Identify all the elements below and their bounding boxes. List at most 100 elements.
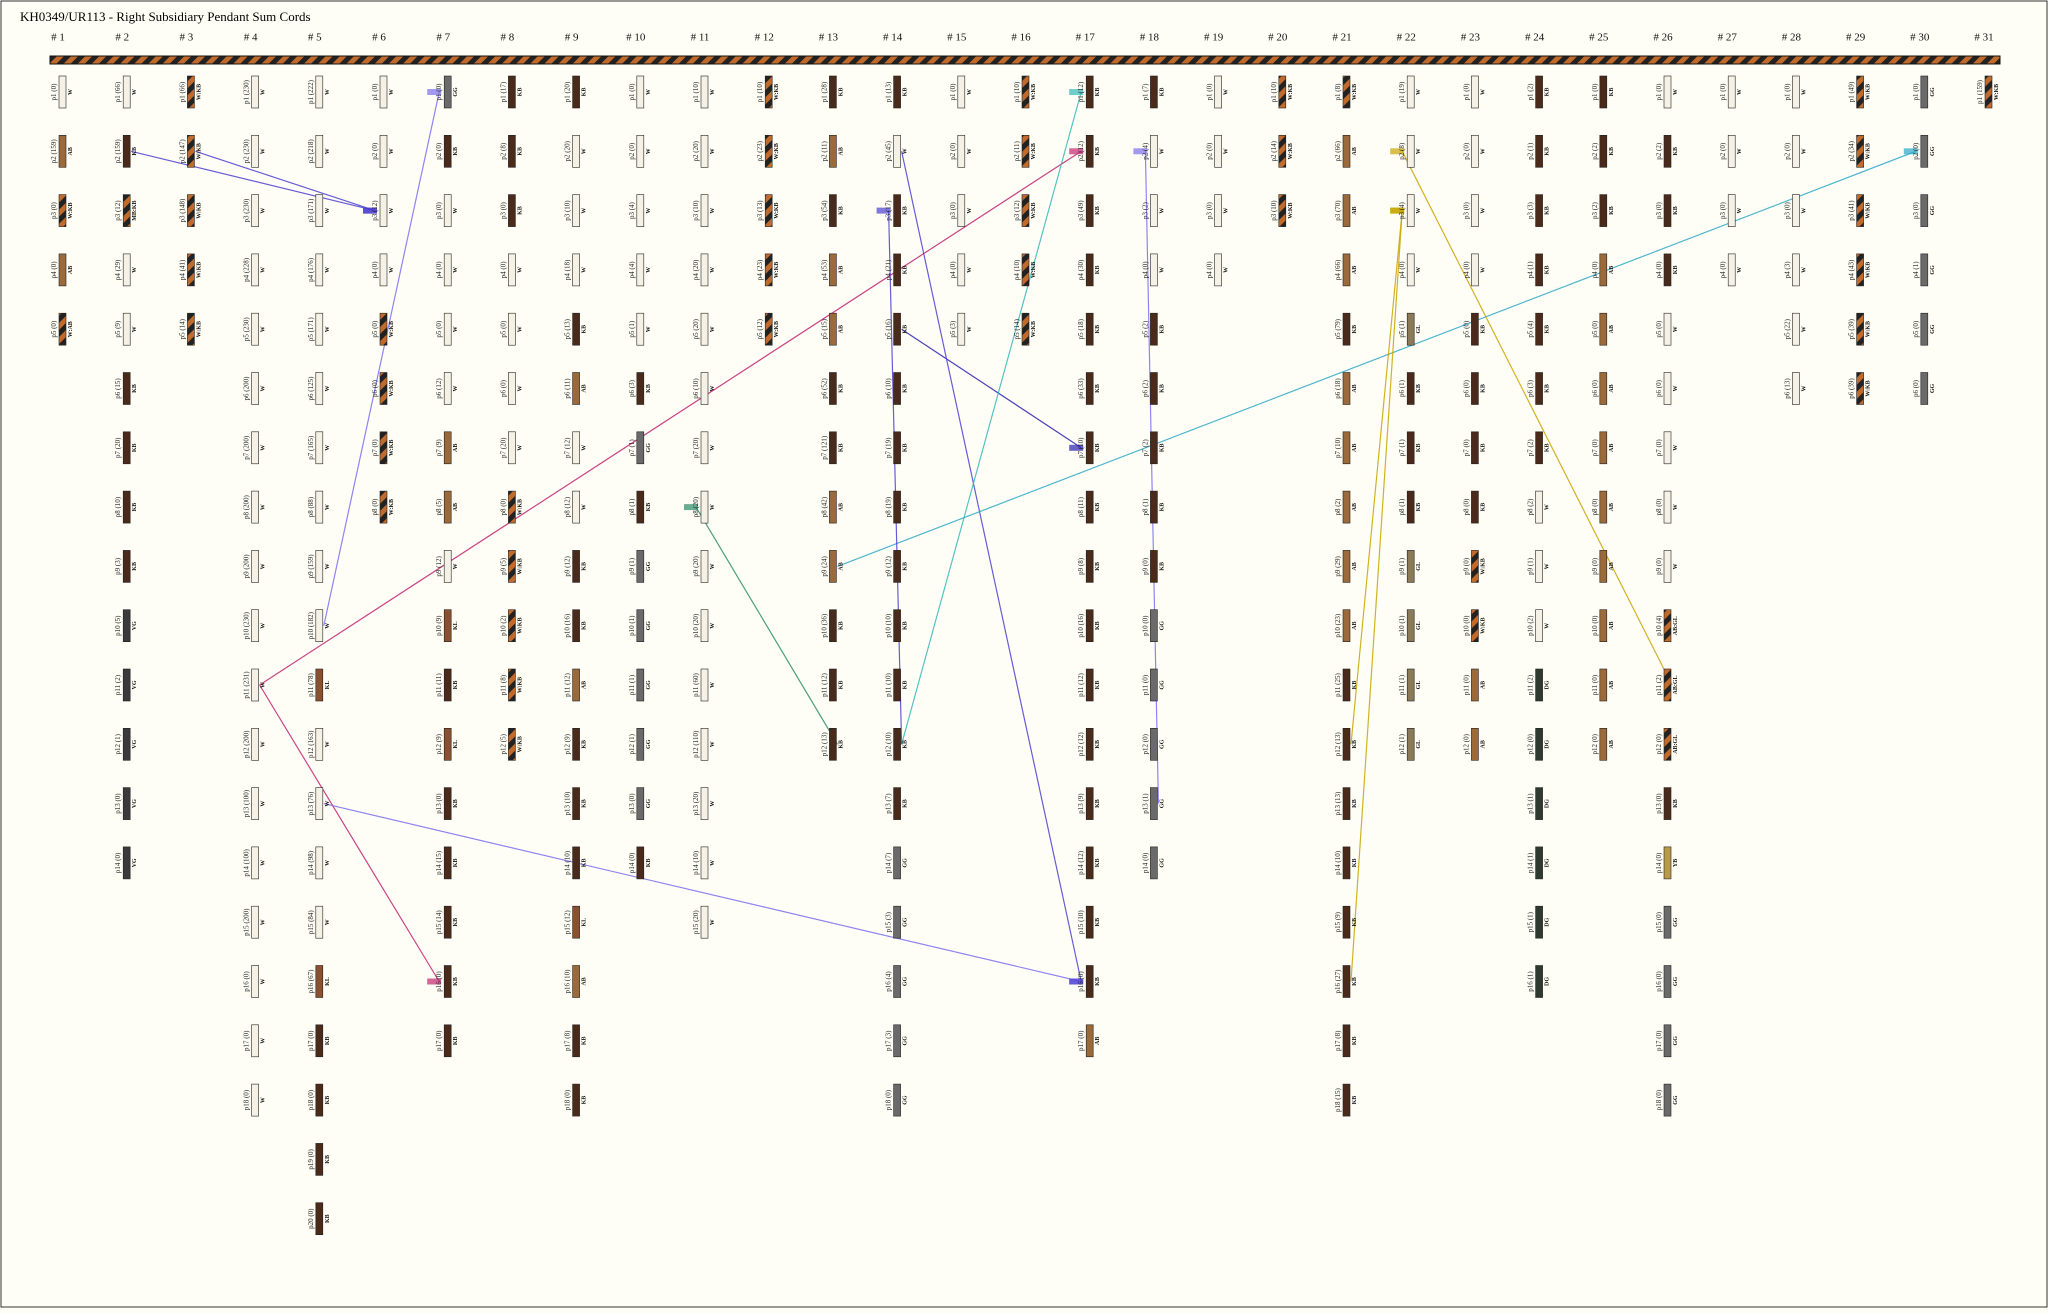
cord-label: p11 (0) xyxy=(1462,674,1470,695)
cord-color: KB xyxy=(132,147,138,156)
cord-label: p3 (17) xyxy=(885,200,893,221)
cord-label: p3 (41) xyxy=(1848,200,1856,221)
cord xyxy=(700,253,709,287)
group-label: # 18 xyxy=(1140,32,1160,44)
cord xyxy=(1342,253,1351,287)
cord xyxy=(572,550,580,583)
cord xyxy=(893,253,901,287)
cord-label: p6 (3) xyxy=(1527,379,1535,397)
cord-color: GG xyxy=(903,858,909,868)
cord-label: p8 (200) xyxy=(243,494,251,519)
cord xyxy=(829,727,837,761)
cord xyxy=(764,253,773,287)
cord-color: W xyxy=(710,504,716,510)
cord-label: p14 (15) xyxy=(435,850,443,875)
cord xyxy=(379,253,388,287)
cord xyxy=(1342,905,1351,939)
cord-color: W xyxy=(967,208,973,214)
cord xyxy=(508,372,516,405)
cord-label: p9 (0) xyxy=(1655,557,1663,575)
cord-label: p1 (0) xyxy=(1655,83,1663,101)
cord-color: KB xyxy=(582,799,588,808)
cord-color: W xyxy=(1545,563,1551,569)
cord-label: p10 (0) xyxy=(1591,615,1599,636)
cord xyxy=(1085,609,1094,643)
cord-label: p9 (8) xyxy=(1077,557,1085,575)
cord xyxy=(829,135,837,168)
cord-label: p1 (0) xyxy=(1912,83,1920,101)
cord xyxy=(1663,727,1672,761)
cord xyxy=(1920,372,1929,405)
cord-label: p12 (13) xyxy=(1334,732,1342,757)
cord xyxy=(251,905,259,939)
cord xyxy=(508,609,516,643)
cord-color: W xyxy=(325,267,331,273)
cord-label: p2 (159) xyxy=(114,139,122,164)
cord-label: p4 (18) xyxy=(564,259,572,280)
cord xyxy=(893,846,901,880)
cord xyxy=(700,609,709,643)
cord xyxy=(764,75,773,109)
cord-color: AB xyxy=(68,266,74,274)
cord-color: KB xyxy=(1545,384,1551,393)
cord xyxy=(636,609,645,643)
cord-color: W xyxy=(1545,504,1551,510)
cord xyxy=(443,490,452,524)
cord-color: W xyxy=(261,148,267,154)
sum-marker xyxy=(1069,978,1084,985)
cord-color: KB xyxy=(1545,266,1551,275)
group-label: # 21 xyxy=(1332,32,1351,44)
cord-label: p9 (12) xyxy=(885,556,893,577)
cord-label: p6 (0) xyxy=(371,379,379,397)
cord-color: YB xyxy=(1673,859,1679,867)
cord-color: W:KB xyxy=(1994,84,2000,100)
cord xyxy=(1727,135,1736,168)
cord xyxy=(443,431,452,465)
cord xyxy=(636,668,645,702)
cord xyxy=(58,312,67,346)
cord xyxy=(1021,312,1030,346)
cord xyxy=(443,965,452,998)
cord xyxy=(1406,490,1415,524)
cord xyxy=(1406,609,1415,643)
cord xyxy=(379,372,388,405)
cord-color: W xyxy=(261,563,267,569)
cord xyxy=(1085,550,1094,583)
cord xyxy=(508,550,516,583)
cord-label: p6 (125) xyxy=(307,376,315,401)
cord-color: KB xyxy=(1352,977,1358,986)
cord-color: GG xyxy=(1159,858,1165,868)
cord-label: p1 (0) xyxy=(1719,83,1727,101)
cord xyxy=(1663,787,1672,820)
sum-link xyxy=(888,210,903,745)
cord-label: p1 (0) xyxy=(1462,83,1470,101)
cord-label: p1 (12) xyxy=(1077,81,1085,102)
cord xyxy=(893,727,901,761)
cord-color: W xyxy=(1416,89,1422,95)
cord xyxy=(187,75,195,109)
cord-color: GG xyxy=(903,1095,909,1105)
cord xyxy=(443,727,452,761)
cord-color: GL xyxy=(1416,562,1422,571)
cord-color: GG xyxy=(1930,146,1936,156)
cord-color: W xyxy=(582,445,588,451)
cord xyxy=(1085,905,1094,939)
cord-label: p8 (0) xyxy=(1462,498,1470,516)
cord-color: KB xyxy=(1352,799,1358,808)
cord-color: KB xyxy=(1480,443,1486,452)
group-label: # 29 xyxy=(1846,32,1866,44)
cord-label: p3 (3) xyxy=(1527,201,1535,219)
cord-color: W xyxy=(1224,148,1230,154)
group-label: # 3 xyxy=(180,32,194,44)
cord-color: W xyxy=(1224,89,1230,95)
cord-label: p7 (121) xyxy=(820,435,828,460)
cord-color: W xyxy=(261,208,267,214)
cord-color: W:AB xyxy=(68,321,74,337)
cord xyxy=(1150,75,1158,109)
cord xyxy=(1406,253,1415,287)
cord xyxy=(572,312,580,346)
cord-color: W xyxy=(903,148,909,154)
cord xyxy=(1085,490,1094,524)
cord-color: W xyxy=(389,267,395,273)
cord-color: W xyxy=(325,860,331,866)
